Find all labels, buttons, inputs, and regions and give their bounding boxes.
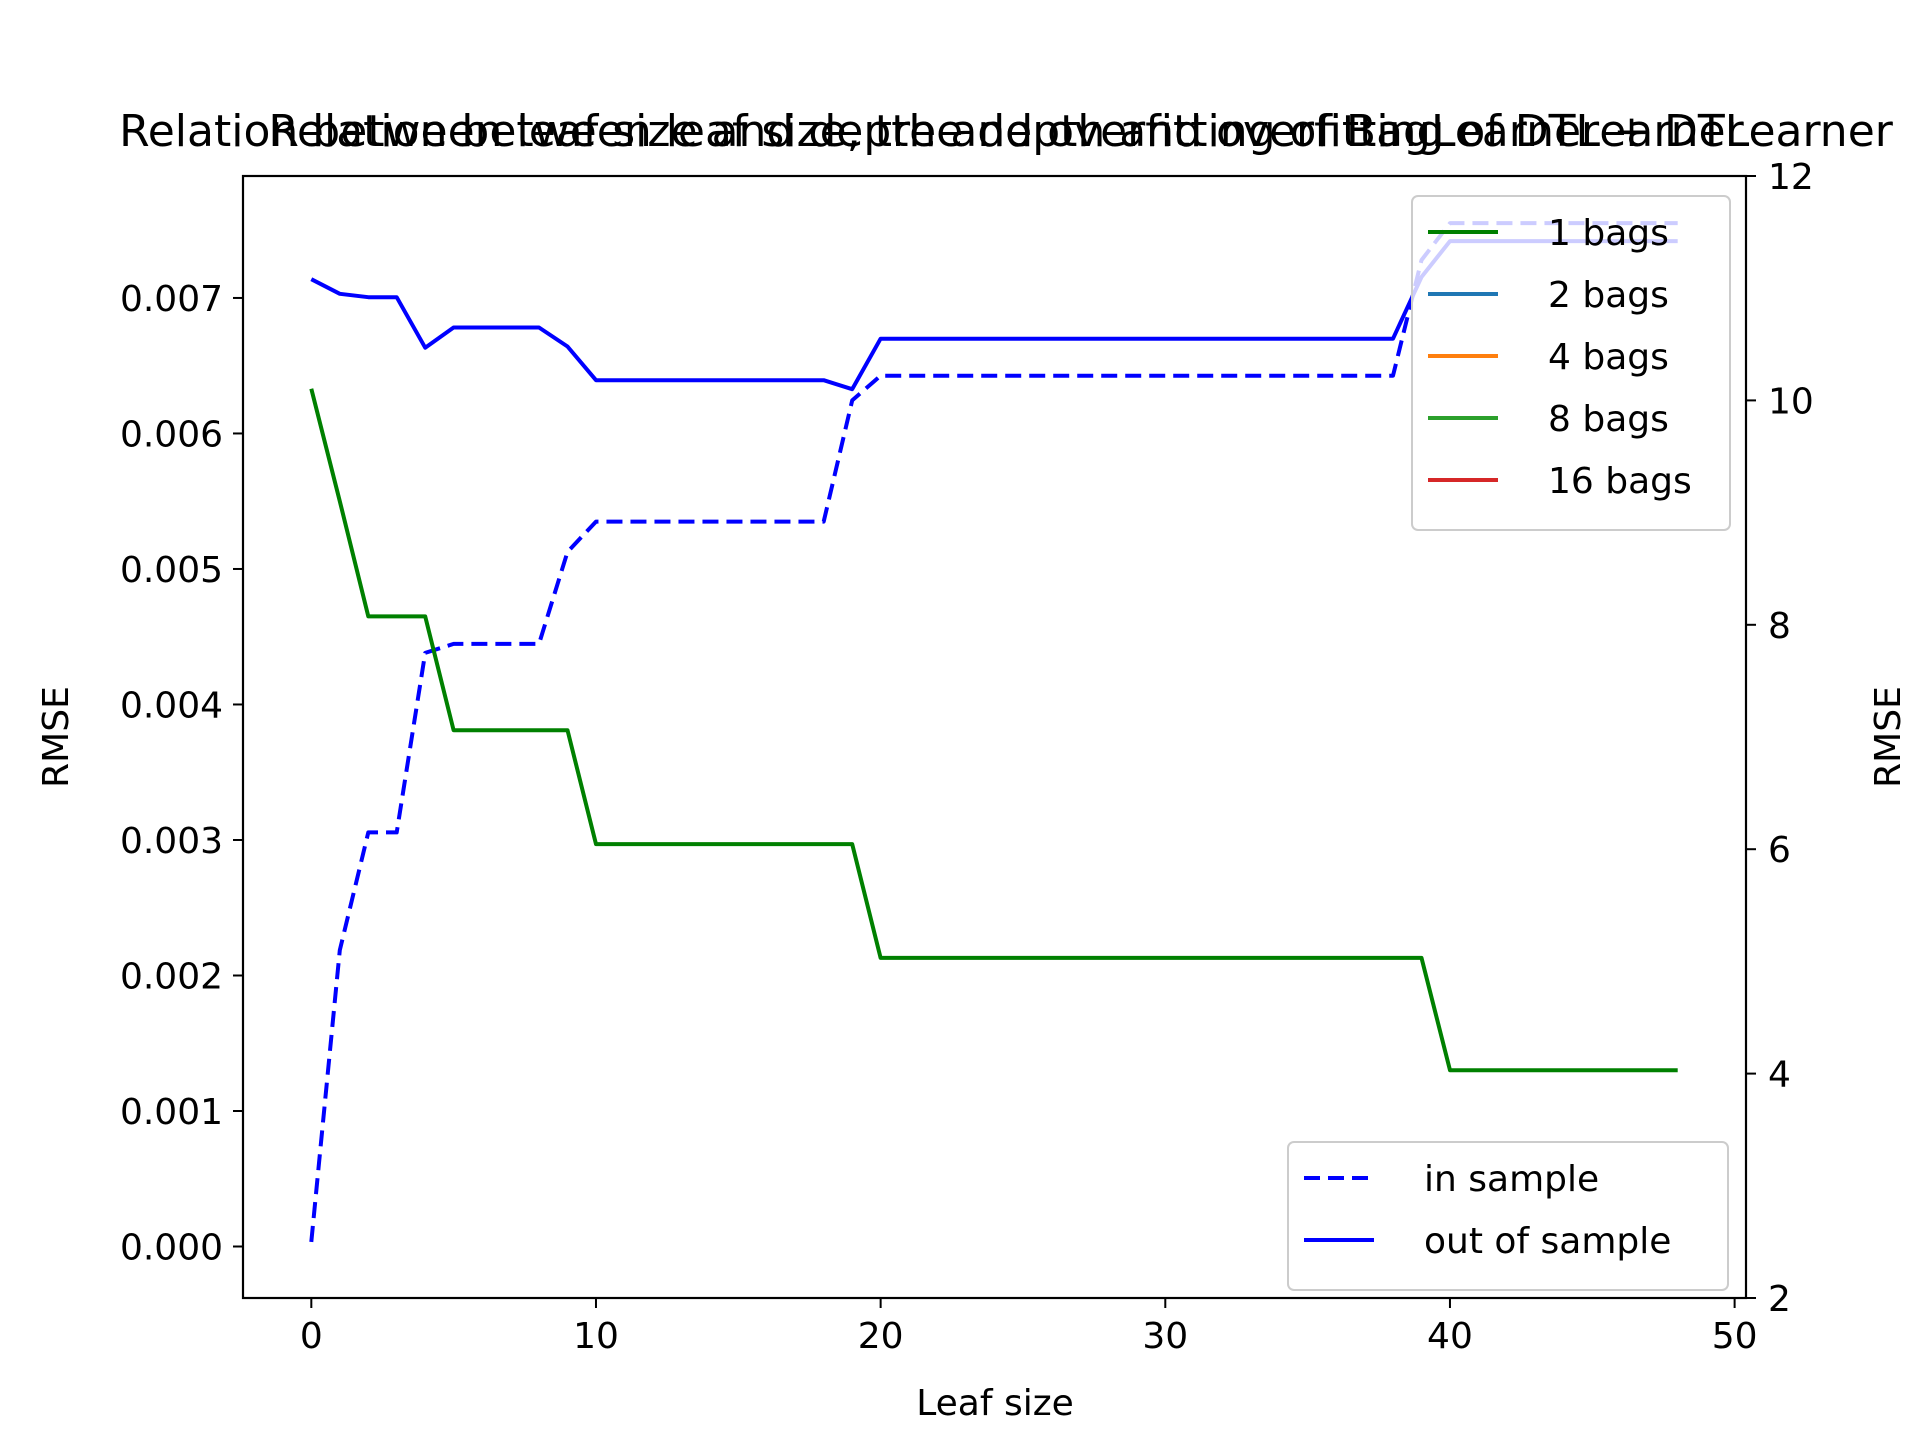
y-tick-label-right: 4	[1768, 1055, 1791, 1096]
y-tick-label-left: 0.007	[120, 279, 223, 320]
y-tick-label-right: 12	[1768, 157, 1814, 198]
legend-layer: in sample out of sample 1 bags 2 bags 4 bags…	[1287, 195, 1731, 1291]
x-tick-label: 0	[300, 1316, 323, 1357]
y-tick-label-left: 0.004	[120, 685, 223, 726]
y-tick-label-right: 8	[1768, 606, 1791, 647]
y-tick-label-left: 0.003	[120, 821, 223, 862]
legend-box	[1287, 1141, 1729, 1291]
title-layer: Relation between leaf size, tree depth a…	[119, 106, 1894, 157]
y-axis-label-right: RMSE	[1868, 686, 1909, 788]
series-line-bags-0	[309, 388, 1678, 1073]
y-tick-label-right: 6	[1768, 830, 1791, 871]
legend-label: 1 bags	[1548, 213, 1669, 254]
y-tick-label-right: 10	[1768, 381, 1814, 422]
y-tick-label-left: 0.001	[120, 1092, 223, 1133]
chart-title-right-axes: Relation between leaf size, tree depth a…	[268, 106, 1744, 157]
legend-label: in sample	[1424, 1159, 1599, 1200]
plot-area-frame	[241, 174, 1748, 1300]
y-tick-label-left: 0.002	[120, 956, 223, 997]
y-tick-label-left: 0.006	[120, 414, 223, 455]
y-tick-label-left: 0.005	[120, 550, 223, 591]
x-tick-label: 10	[573, 1316, 619, 1357]
x-tick-label: 40	[1427, 1316, 1473, 1357]
legend-box	[1411, 195, 1731, 531]
x-tick-label: 20	[858, 1316, 904, 1357]
chart-title-left-axes: Relation between leaf size and depth and…	[119, 106, 1894, 157]
legend-label: out of sample	[1424, 1221, 1671, 1262]
legend-label: 16 bags	[1548, 461, 1692, 502]
x-axis-label: Leaf size	[916, 1383, 1074, 1424]
x-tick-label: 30	[1142, 1316, 1188, 1357]
legend-label: 8 bags	[1548, 399, 1669, 440]
x-tick-label: 50	[1712, 1316, 1758, 1357]
legend-label: 2 bags	[1548, 275, 1669, 316]
legend-label: 4 bags	[1548, 337, 1669, 378]
y-axis-label-left: RMSE	[36, 686, 77, 788]
axes-layer: 0 10 20 30 40 50 0.000 0.001 0.002 0.003 0.004 0.00…	[120, 157, 1814, 1357]
y-tick-label-left: 0.000	[120, 1228, 223, 1269]
y-tick-label-right: 2	[1768, 1279, 1791, 1320]
